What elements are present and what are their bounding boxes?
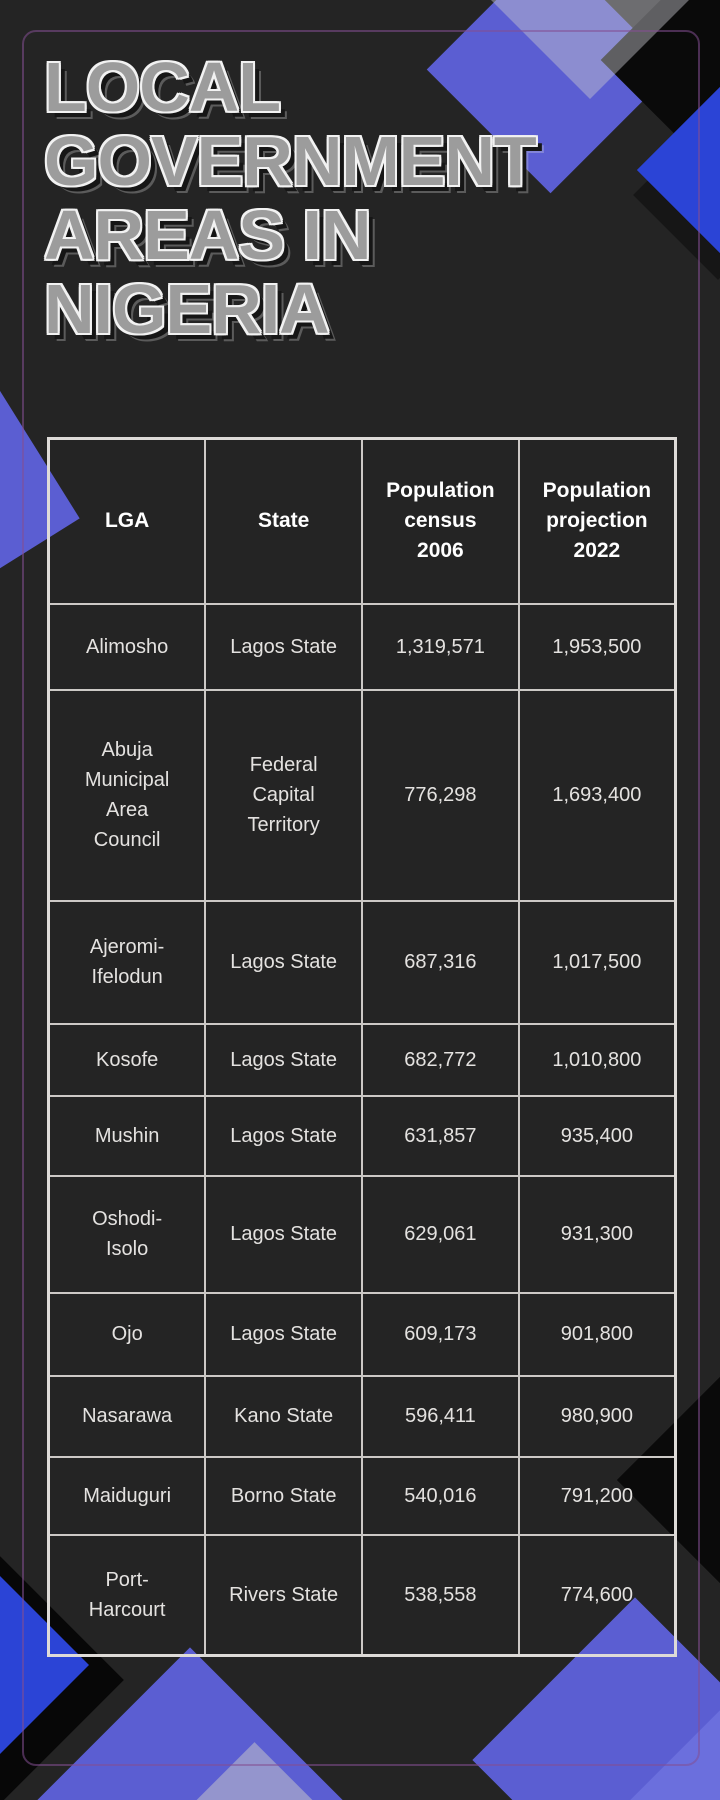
cell-lga: Oshodi-Isolo — [47, 1174, 207, 1294]
cell-state: Lagos State — [204, 899, 363, 1025]
title-line-3: AREAS IN — [44, 196, 371, 274]
cell-projection: 1,010,800 — [517, 1022, 677, 1097]
cell-state: Lagos State — [204, 602, 363, 691]
cell-projection: 935,400 — [517, 1094, 677, 1177]
cell-projection: 774,600 — [517, 1533, 677, 1657]
cell-state: Federal Capital Territory — [204, 688, 363, 902]
cell-projection: 901,800 — [517, 1291, 677, 1377]
lga-population-table: LGA State Population census 2006 Populat… — [47, 437, 677, 1657]
table-body: Alimosho Lagos State 1,319,571 1,953,500… — [47, 602, 677, 1657]
table-row: Oshodi-Isolo Lagos State 629,061 931,300 — [47, 1174, 677, 1294]
cell-state: Lagos State — [204, 1022, 363, 1097]
table-row: Kosofe Lagos State 682,772 1,010,800 — [47, 1022, 677, 1097]
table-row: Nasarawa Kano State 596,411 980,900 — [47, 1374, 677, 1458]
cell-lga: Abuja Municipal Area Council — [47, 688, 207, 902]
cell-state: Lagos State — [204, 1094, 363, 1177]
cell-census: 776,298 — [361, 688, 520, 902]
cell-census: 682,772 — [361, 1022, 520, 1097]
table-row: Maiduguri Borno State 540,016 791,200 — [47, 1455, 677, 1536]
header-state: State — [204, 437, 363, 605]
cell-projection: 1,953,500 — [517, 602, 677, 691]
cell-state: Borno State — [204, 1455, 363, 1536]
cell-lga: Mushin — [47, 1094, 207, 1177]
cell-census: 538,558 — [361, 1533, 520, 1657]
cell-state: Lagos State — [204, 1174, 363, 1294]
table-row: Mushin Lagos State 631,857 935,400 — [47, 1094, 677, 1177]
cell-lga: Port-Harcourt — [47, 1533, 207, 1657]
cell-state: Rivers State — [204, 1533, 363, 1657]
table-header: LGA State Population census 2006 Populat… — [47, 437, 677, 605]
header-lga: LGA — [47, 437, 207, 605]
header-row: LGA State Population census 2006 Populat… — [47, 437, 677, 605]
cell-census: 1,319,571 — [361, 602, 520, 691]
cell-state: Kano State — [204, 1374, 363, 1458]
table-row: Port-Harcourt Rivers State 538,558 774,6… — [47, 1533, 677, 1657]
title-line-2: GOVERNMENT — [44, 122, 537, 200]
cell-census: 629,061 — [361, 1174, 520, 1294]
cell-census: 609,173 — [361, 1291, 520, 1377]
table-row: Ajeromi-Ifelodun Lagos State 687,316 1,0… — [47, 899, 677, 1025]
table-row: Ojo Lagos State 609,173 901,800 — [47, 1291, 677, 1377]
cell-census: 540,016 — [361, 1455, 520, 1536]
cell-lga: Alimosho — [47, 602, 207, 691]
cell-lga: Nasarawa — [47, 1374, 207, 1458]
cell-lga: Kosofe — [47, 1022, 207, 1097]
cell-lga: Ajeromi-Ifelodun — [47, 899, 207, 1025]
cell-projection: 791,200 — [517, 1455, 677, 1536]
table-row: Alimosho Lagos State 1,319,571 1,953,500 — [47, 602, 677, 691]
cell-census: 596,411 — [361, 1374, 520, 1458]
cell-projection: 1,017,500 — [517, 899, 677, 1025]
cell-state: Lagos State — [204, 1291, 363, 1377]
header-census: Population census 2006 — [361, 437, 520, 605]
cell-projection: 1,693,400 — [517, 688, 677, 902]
cell-census: 631,857 — [361, 1094, 520, 1177]
cell-lga: Ojo — [47, 1291, 207, 1377]
cell-lga: Maiduguri — [47, 1455, 207, 1536]
table-row: Abuja Municipal Area Council Federal Cap… — [47, 688, 677, 902]
page-border-frame — [22, 30, 700, 1766]
cell-census: 687,316 — [361, 899, 520, 1025]
cell-projection: 980,900 — [517, 1374, 677, 1458]
cell-projection: 931,300 — [517, 1174, 677, 1294]
title-line-4: NIGERIA — [44, 270, 330, 348]
title-line-1: LOCAL — [44, 48, 281, 126]
header-projection: Population projection 2022 — [517, 437, 677, 605]
page-title: LOCAL GOVERNMENT AREAS IN NIGERIA — [44, 50, 604, 346]
